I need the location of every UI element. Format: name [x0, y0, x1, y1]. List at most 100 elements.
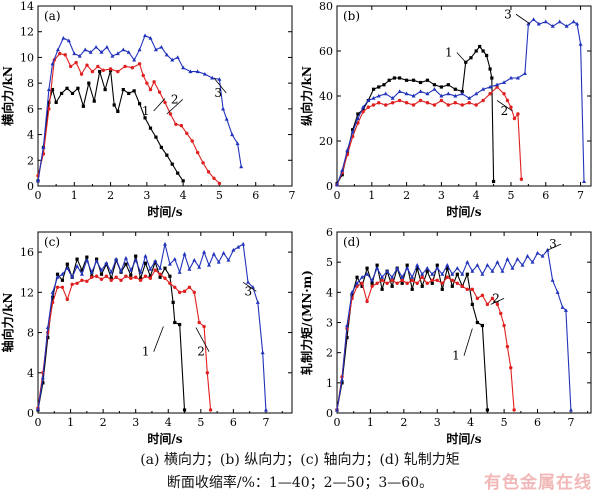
data-point	[440, 287, 444, 291]
data-point	[530, 259, 535, 264]
data-point	[500, 269, 505, 273]
data-point	[221, 250, 226, 255]
data-point	[404, 78, 409, 82]
data-point	[435, 266, 440, 270]
data-point	[375, 266, 380, 270]
x-tick-label: 5	[501, 416, 508, 429]
data-point	[153, 258, 158, 263]
x-tick-label: 4	[473, 189, 480, 202]
data-point	[540, 253, 545, 258]
data-point	[568, 407, 573, 412]
annotation-leader	[463, 328, 473, 356]
data-point	[55, 272, 60, 276]
plot-frame	[336, 5, 592, 187]
data-point	[430, 272, 435, 276]
data-point	[79, 72, 84, 76]
data-point	[480, 293, 485, 298]
data-point	[182, 408, 187, 412]
x-tick-label: 5	[216, 189, 223, 202]
data-point	[439, 85, 443, 89]
data-point	[435, 278, 439, 282]
data-point	[418, 89, 423, 93]
data-point	[195, 150, 200, 155]
y-tick-label: 1	[326, 377, 333, 390]
x-tick-label: 1	[71, 189, 78, 202]
data-point	[177, 290, 182, 295]
data-point	[384, 103, 388, 107]
x-tick-label: 6	[252, 189, 259, 202]
data-point	[127, 91, 131, 96]
data-point	[519, 177, 524, 181]
data-point	[557, 19, 562, 24]
data-point	[192, 257, 197, 262]
data-point	[345, 150, 350, 154]
data-point	[75, 281, 79, 285]
data-point	[143, 253, 148, 258]
data-point	[217, 181, 222, 186]
data-point	[387, 78, 391, 82]
y-tick-label: 40	[319, 90, 333, 103]
y-tick-label: 16	[20, 246, 34, 259]
data-point	[210, 75, 215, 80]
data-point	[453, 87, 457, 91]
annotation-leader	[547, 243, 562, 251]
data-point	[154, 135, 158, 139]
x-tick-label: 1	[67, 416, 74, 429]
data-point	[400, 275, 405, 279]
data-point	[488, 92, 492, 96]
data-point	[83, 47, 88, 52]
data-point	[212, 176, 216, 180]
series-annotation-2: 2	[492, 291, 500, 305]
data-point	[236, 244, 241, 249]
data-point	[485, 53, 489, 58]
data-point	[351, 128, 355, 132]
data-point	[398, 76, 402, 80]
data-point	[365, 299, 369, 304]
data-point	[159, 145, 163, 150]
data-point	[455, 281, 460, 285]
x-axis-label: 时间/s	[446, 204, 481, 219]
y-tick-label: 8	[27, 77, 34, 90]
data-point	[133, 257, 138, 262]
data-point	[550, 278, 555, 282]
data-point	[81, 104, 85, 108]
x-tick-label: 7	[289, 189, 296, 202]
data-point	[395, 281, 399, 285]
data-point	[478, 44, 482, 49]
x-tick-label: 1	[367, 416, 374, 429]
series-line-3	[336, 248, 572, 411]
data-point	[515, 75, 520, 80]
data-point	[116, 109, 120, 114]
data-point	[80, 278, 84, 282]
y-tick-label: 2	[27, 154, 34, 167]
panel-label: (d)	[343, 235, 360, 249]
data-point	[36, 178, 40, 183]
data-point	[370, 284, 374, 288]
x-tick-label: 3	[143, 189, 150, 202]
panel-label: (b)	[343, 9, 360, 23]
data-point	[70, 282, 74, 286]
y-tick-label: 0	[326, 407, 333, 420]
data-point	[124, 274, 128, 278]
data-point	[132, 89, 136, 93]
data-point	[70, 91, 75, 96]
plot-frame	[37, 5, 293, 187]
data-point	[400, 278, 404, 282]
data-point	[55, 275, 60, 279]
data-point	[488, 84, 493, 89]
y-tick-label: 2	[326, 347, 333, 360]
data-point	[255, 300, 260, 304]
data-point	[450, 278, 455, 282]
data-point	[397, 89, 402, 93]
data-point	[36, 406, 40, 411]
data-point	[50, 290, 55, 294]
data-point	[395, 266, 400, 270]
data-point	[143, 274, 148, 278]
series-line-3	[37, 34, 242, 181]
data-point	[509, 105, 513, 109]
data-point	[65, 86, 69, 90]
data-point	[480, 323, 484, 328]
data-point	[425, 91, 430, 96]
